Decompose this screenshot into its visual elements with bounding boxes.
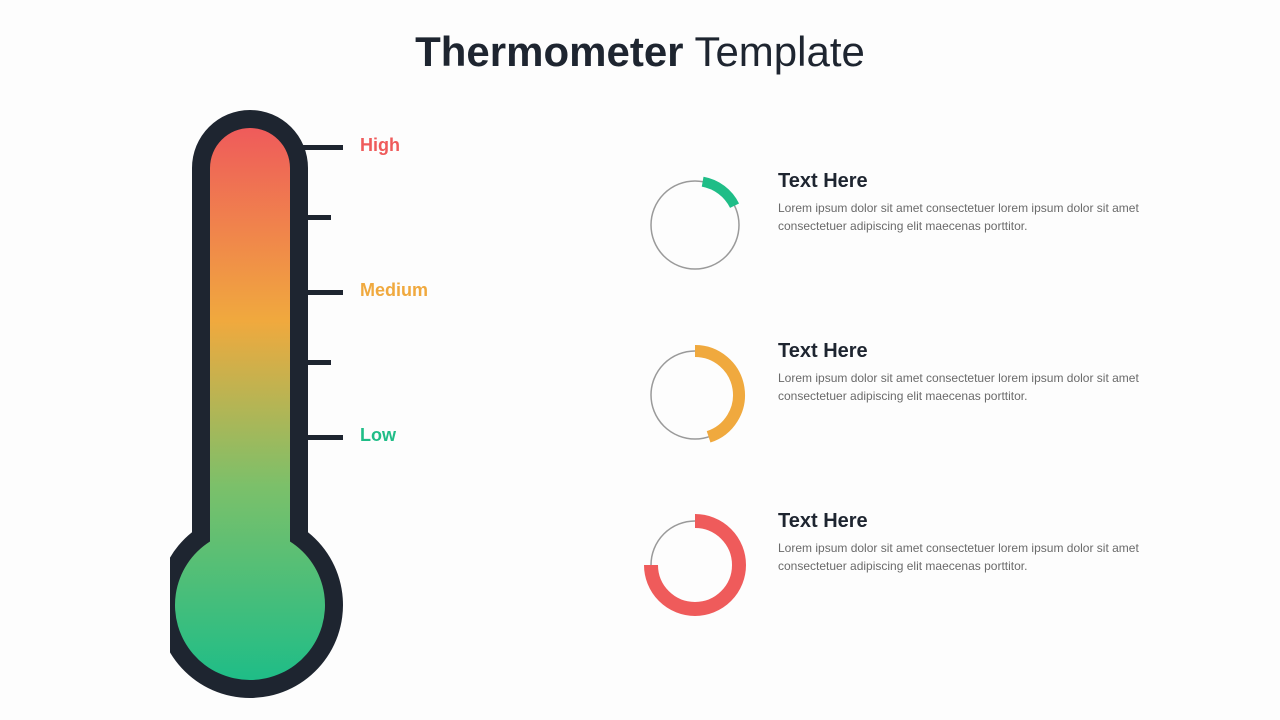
thermometer <box>170 90 370 710</box>
items-panel: Text Here Lorem ipsum dolor sit amet con… <box>640 170 1200 680</box>
item-title: Text Here <box>778 510 1148 533</box>
item-text: Text Here Lorem ipsum dolor sit amet con… <box>778 510 1148 575</box>
item-body: Lorem ipsum dolor sit amet consectetuer … <box>778 199 1148 235</box>
tick-mark <box>295 145 343 150</box>
tick-label: Low <box>360 425 396 446</box>
list-item: Text Here Lorem ipsum dolor sit amet con… <box>640 510 1200 620</box>
tick-mark <box>295 360 331 365</box>
title-bold: Thermometer <box>415 28 683 75</box>
item-title: Text Here <box>778 340 1148 363</box>
item-title: Text Here <box>778 170 1148 193</box>
item-text: Text Here Lorem ipsum dolor sit amet con… <box>778 340 1148 405</box>
tick-label: Medium <box>360 280 428 301</box>
item-body: Lorem ipsum dolor sit amet consectetuer … <box>778 539 1148 575</box>
tick-mark <box>295 215 331 220</box>
donut-icon <box>640 340 750 450</box>
item-body: Lorem ipsum dolor sit amet consectetuer … <box>778 369 1148 405</box>
list-item: Text Here Lorem ipsum dolor sit amet con… <box>640 340 1200 450</box>
item-text: Text Here Lorem ipsum dolor sit amet con… <box>778 170 1148 235</box>
tick-label: High <box>360 135 400 156</box>
list-item: Text Here Lorem ipsum dolor sit amet con… <box>640 170 1200 280</box>
title-light: Template <box>684 28 865 75</box>
page-title: Thermometer Template <box>0 28 1280 76</box>
tick-mark <box>295 435 343 440</box>
donut-icon <box>640 170 750 280</box>
tick-mark <box>295 290 343 295</box>
donut-icon <box>640 510 750 620</box>
